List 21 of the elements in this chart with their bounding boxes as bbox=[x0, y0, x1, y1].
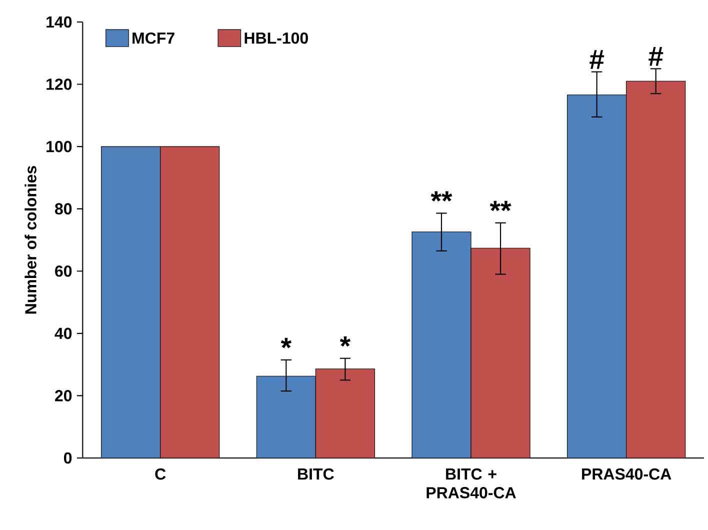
y-tick-label: 140 bbox=[46, 16, 72, 28]
data-label: ** bbox=[430, 191, 452, 202]
y-tick-label: 60 bbox=[55, 265, 72, 277]
y-tick-label: 80 bbox=[54, 203, 72, 214]
legend-label: MCF7 bbox=[132, 32, 174, 44]
data-label: # bbox=[590, 50, 604, 69]
y-tick-label: 120 bbox=[46, 78, 72, 90]
data-label: * bbox=[280, 338, 292, 348]
data-label: # bbox=[648, 46, 664, 66]
y-tick-label: 40 bbox=[54, 328, 72, 340]
x-tick-label: BITC + PRAS40-CA bbox=[426, 468, 516, 498]
x-tick-label: PRAS40-CA bbox=[582, 468, 672, 480]
legend-label: HBL-100 bbox=[244, 32, 308, 44]
y-tick-label: 20 bbox=[55, 390, 72, 402]
data-label: * bbox=[340, 336, 351, 347]
y-tick-label: 0 bbox=[64, 452, 72, 464]
y-axis-title: Number of colonies bbox=[24, 166, 36, 314]
x-tick-label: BITC bbox=[298, 468, 334, 480]
x-tick-label: C bbox=[155, 468, 166, 480]
y-tick-label: 100 bbox=[46, 140, 72, 152]
data-label: ** bbox=[490, 200, 512, 212]
